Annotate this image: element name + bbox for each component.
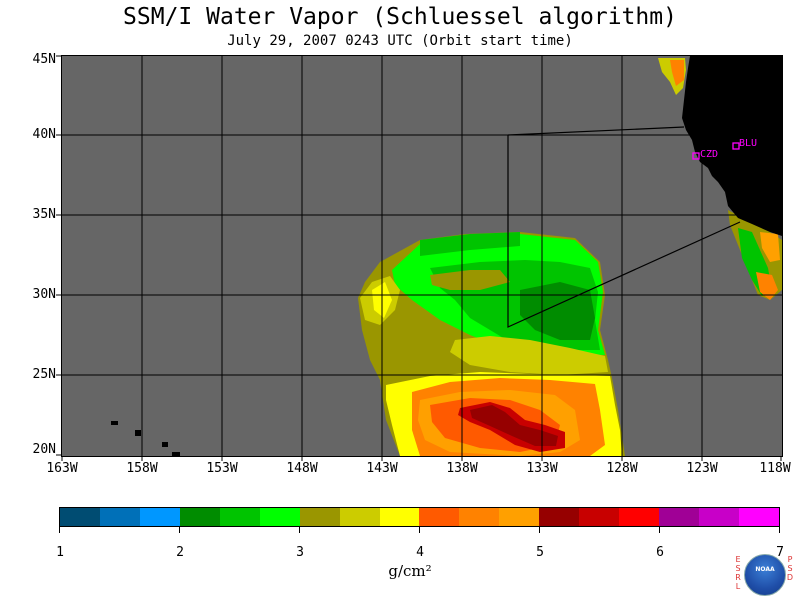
land-north-america (682, 56, 782, 236)
y-tick-label: 40N (32, 127, 56, 142)
x-tick-label: 163W (46, 461, 78, 476)
colorbar-swatch (539, 508, 580, 526)
colorbar-tick-label: 4 (416, 545, 424, 560)
colorbar-swatch (179, 508, 220, 526)
colorbar-swatch (419, 508, 460, 526)
x-tick-label: 143W (366, 461, 398, 476)
colorbar-tick-label: 7 (776, 545, 784, 560)
y-tick-label: 45N (32, 52, 56, 67)
colorbar-tick-label: 5 (536, 545, 544, 560)
station-markers (692, 142, 740, 160)
colorbar-swatch (499, 508, 540, 526)
colorbar-swatch (99, 508, 140, 526)
y-tick-label: 20N (32, 442, 56, 457)
colorbar-swatch (459, 508, 500, 526)
station-czd-label: CZD (700, 149, 718, 160)
noaa-seal-icon (744, 554, 786, 596)
chart-title: SSM/I Water Vapor (Schluessel algorithm) (123, 4, 677, 30)
coastal-swath (658, 58, 782, 300)
colorbar-swatch (659, 508, 699, 526)
vapor-swath (358, 232, 625, 456)
colorbar-swatch (619, 508, 660, 526)
hawaiian-islands (111, 421, 180, 456)
x-tick-label: 138W (446, 461, 478, 476)
colorbar-swatch (579, 508, 620, 526)
colorbar-swatch (299, 508, 340, 526)
colorbar-tick-label: 2 (176, 545, 184, 560)
chart-subtitle: July 29, 2007 0243 UTC (Orbit start time… (227, 33, 573, 49)
colorbar-units: g/cm² (388, 562, 432, 580)
station-blu-label: BLU (739, 138, 757, 149)
grid-lines (62, 56, 782, 456)
x-tick-label: 128W (606, 461, 638, 476)
colorbar-tick-label: 1 (56, 545, 64, 560)
x-tick-label: 133W (526, 461, 558, 476)
noaa-seal-text: NOAA (755, 566, 775, 573)
x-tick-marks (61, 456, 782, 461)
y-tick-label: 25N (32, 367, 56, 382)
colorbar-swatch (219, 508, 260, 526)
x-tick-label: 158W (126, 461, 158, 476)
colorbar-swatch (60, 508, 100, 526)
y-tick-label: 35N (32, 207, 56, 222)
colorbar-tick-label: 3 (296, 545, 304, 560)
y-tick-marks (56, 55, 62, 456)
colorbar-swatch (699, 508, 739, 526)
colorbar-swatch (379, 508, 420, 526)
y-tick-label: 30N (32, 287, 56, 302)
x-tick-label: 123W (686, 461, 718, 476)
colorbar-tick-label: 6 (656, 545, 664, 560)
colorbar-swatch (339, 508, 380, 526)
colorbar-swatch (738, 508, 779, 526)
station-czd-marker (692, 152, 700, 160)
colorbar-swatch (139, 508, 180, 526)
colorbar (59, 507, 780, 527)
x-tick-label: 118W (759, 461, 791, 476)
x-tick-label: 153W (206, 461, 238, 476)
station-blu-marker (732, 142, 740, 150)
map-border (61, 55, 783, 457)
colorbar-swatch (259, 508, 300, 526)
flight-track (507, 126, 741, 328)
x-tick-label: 148W (286, 461, 318, 476)
